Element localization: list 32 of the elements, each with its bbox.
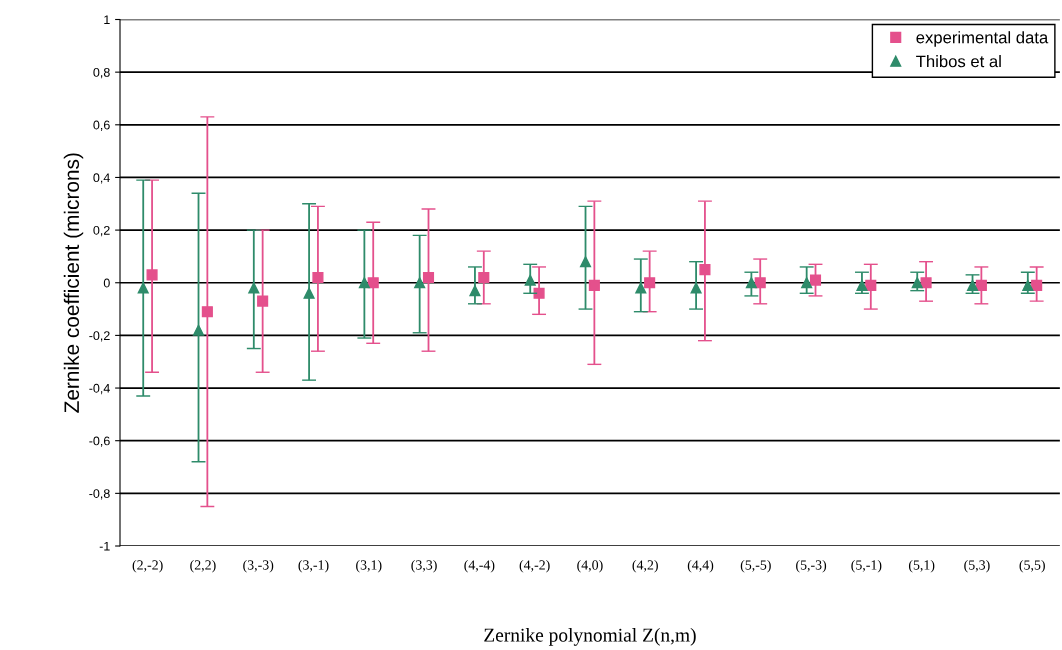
x-tick-label: (3,3): [411, 559, 437, 573]
y-tick-label: -0,8: [89, 489, 110, 500]
y-tick-label: -0,6: [89, 436, 110, 447]
y-tick-label: 0,8: [93, 67, 110, 79]
x-tick-label: (2,-2): [132, 559, 163, 573]
x-tick-label: (5,-3): [796, 559, 827, 573]
x-tick-label: (4,4): [687, 559, 714, 573]
x-tick-label: (5,5): [1019, 559, 1045, 573]
y-tick-label: 1: [104, 15, 110, 25]
legend-label: Thibos et al: [916, 55, 1001, 68]
y-tick-label: 0,6: [93, 120, 110, 131]
y-tick-label: 0: [103, 278, 110, 288]
x-tick-label: (5,1): [908, 559, 935, 573]
x-tick-label: (4,0): [577, 559, 603, 573]
x-tick-label: (3,-3): [243, 559, 274, 573]
x-tick-label: (5,-5): [740, 559, 771, 573]
x-tick-label: (3,-1): [298, 559, 329, 573]
x-tick-label: (4,-4): [464, 559, 495, 573]
x-tick-label: (5,3): [964, 559, 990, 573]
y-tick-label: 0,4: [93, 173, 110, 184]
legend-label: experimental data: [916, 31, 1049, 47]
x-tick-label: (2,2): [190, 559, 216, 573]
y-tick-label: -0,4: [89, 383, 110, 395]
y-tick-label: -1: [99, 541, 110, 551]
y-tick-label: 0,2: [93, 225, 110, 237]
y-axis-title: Zernike coefficient (microns): [63, 153, 84, 413]
x-tick-label: (3,1): [356, 559, 382, 573]
x-tick-label: (4,-2): [519, 559, 550, 573]
x-tick-label: (4,2): [632, 559, 658, 573]
x-axis-title: Zernike polynomial Z(n,m): [484, 628, 696, 646]
y-tick-label: -0,2: [89, 331, 110, 342]
x-tick-label: (5,-1): [851, 559, 882, 573]
